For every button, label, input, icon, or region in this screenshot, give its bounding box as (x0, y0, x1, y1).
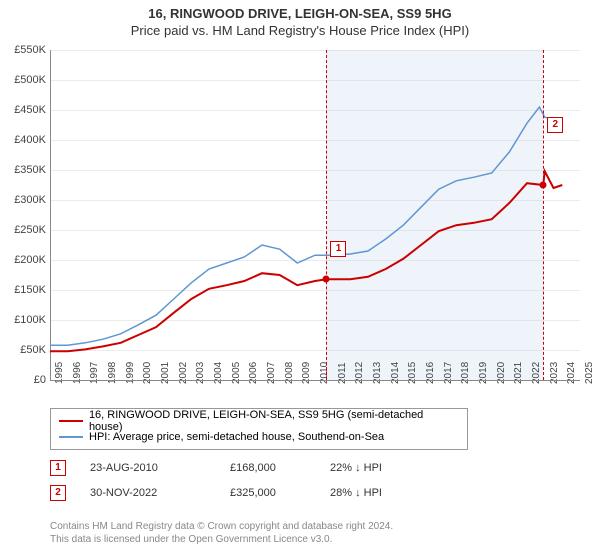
legend-item-property: 16, RINGWOOD DRIVE, LEIGH-ON-SEA, SS9 5H… (59, 413, 459, 429)
legend-label-property: 16, RINGWOOD DRIVE, LEIGH-ON-SEA, SS9 5H… (89, 409, 459, 433)
ytick-label: £250K (0, 224, 46, 236)
sale-badge-chart: 2 (547, 117, 563, 133)
xtick-label: 2025 (584, 362, 595, 384)
footer-line-1: Contains HM Land Registry data © Crown c… (50, 520, 580, 533)
ytick-label: £0 (0, 374, 46, 386)
ytick-label: £150K (0, 284, 46, 296)
chart-area: £0£50K£100K£150K£200K£250K£300K£350K£400… (50, 50, 580, 380)
legend-label-hpi: HPI: Average price, semi-detached house,… (89, 431, 384, 443)
hpi-line (50, 107, 562, 345)
ytick-label: £200K (0, 254, 46, 266)
ytick-label: £450K (0, 104, 46, 116)
sale-diff-2: 28% ↓ HPI (330, 487, 410, 499)
legend-swatch-property (59, 420, 83, 422)
legend-swatch-hpi (59, 436, 83, 438)
ytick-label: £500K (0, 74, 46, 86)
sale-badge-2: 2 (50, 485, 66, 501)
sale-badge-chart: 1 (330, 241, 346, 257)
sale-marker-dot (323, 276, 330, 283)
property-line (50, 171, 562, 351)
sale-row-1: 1 23-AUG-2010 £168,000 22% ↓ HPI (50, 460, 580, 476)
ytick-label: £350K (0, 164, 46, 176)
chart-svg (50, 50, 580, 380)
sale-date-2: 30-NOV-2022 (90, 487, 230, 499)
chart-title: 16, RINGWOOD DRIVE, LEIGH-ON-SEA, SS9 5H… (0, 0, 600, 21)
sale-marker-dot (540, 182, 547, 189)
sale-price-2: £325,000 (230, 487, 330, 499)
xaxis-line (50, 380, 580, 381)
legend: 16, RINGWOOD DRIVE, LEIGH-ON-SEA, SS9 5H… (50, 408, 468, 450)
ytick-label: £50K (0, 344, 46, 356)
sale-dashed-line (543, 50, 544, 380)
chart-subtitle: Price paid vs. HM Land Registry's House … (0, 21, 600, 38)
ytick-label: £550K (0, 44, 46, 56)
ytick-label: £300K (0, 194, 46, 206)
sale-dashed-line (326, 50, 327, 380)
sale-price-1: £168,000 (230, 462, 330, 474)
footer-line-2: This data is licensed under the Open Gov… (50, 533, 580, 546)
sale-date-1: 23-AUG-2010 (90, 462, 230, 474)
footer-text: Contains HM Land Registry data © Crown c… (50, 520, 580, 546)
sale-badge-1: 1 (50, 460, 66, 476)
ytick-label: £400K (0, 134, 46, 146)
ytick-label: £100K (0, 314, 46, 326)
sale-row-2: 2 30-NOV-2022 £325,000 28% ↓ HPI (50, 485, 580, 501)
sale-diff-1: 22% ↓ HPI (330, 462, 410, 474)
